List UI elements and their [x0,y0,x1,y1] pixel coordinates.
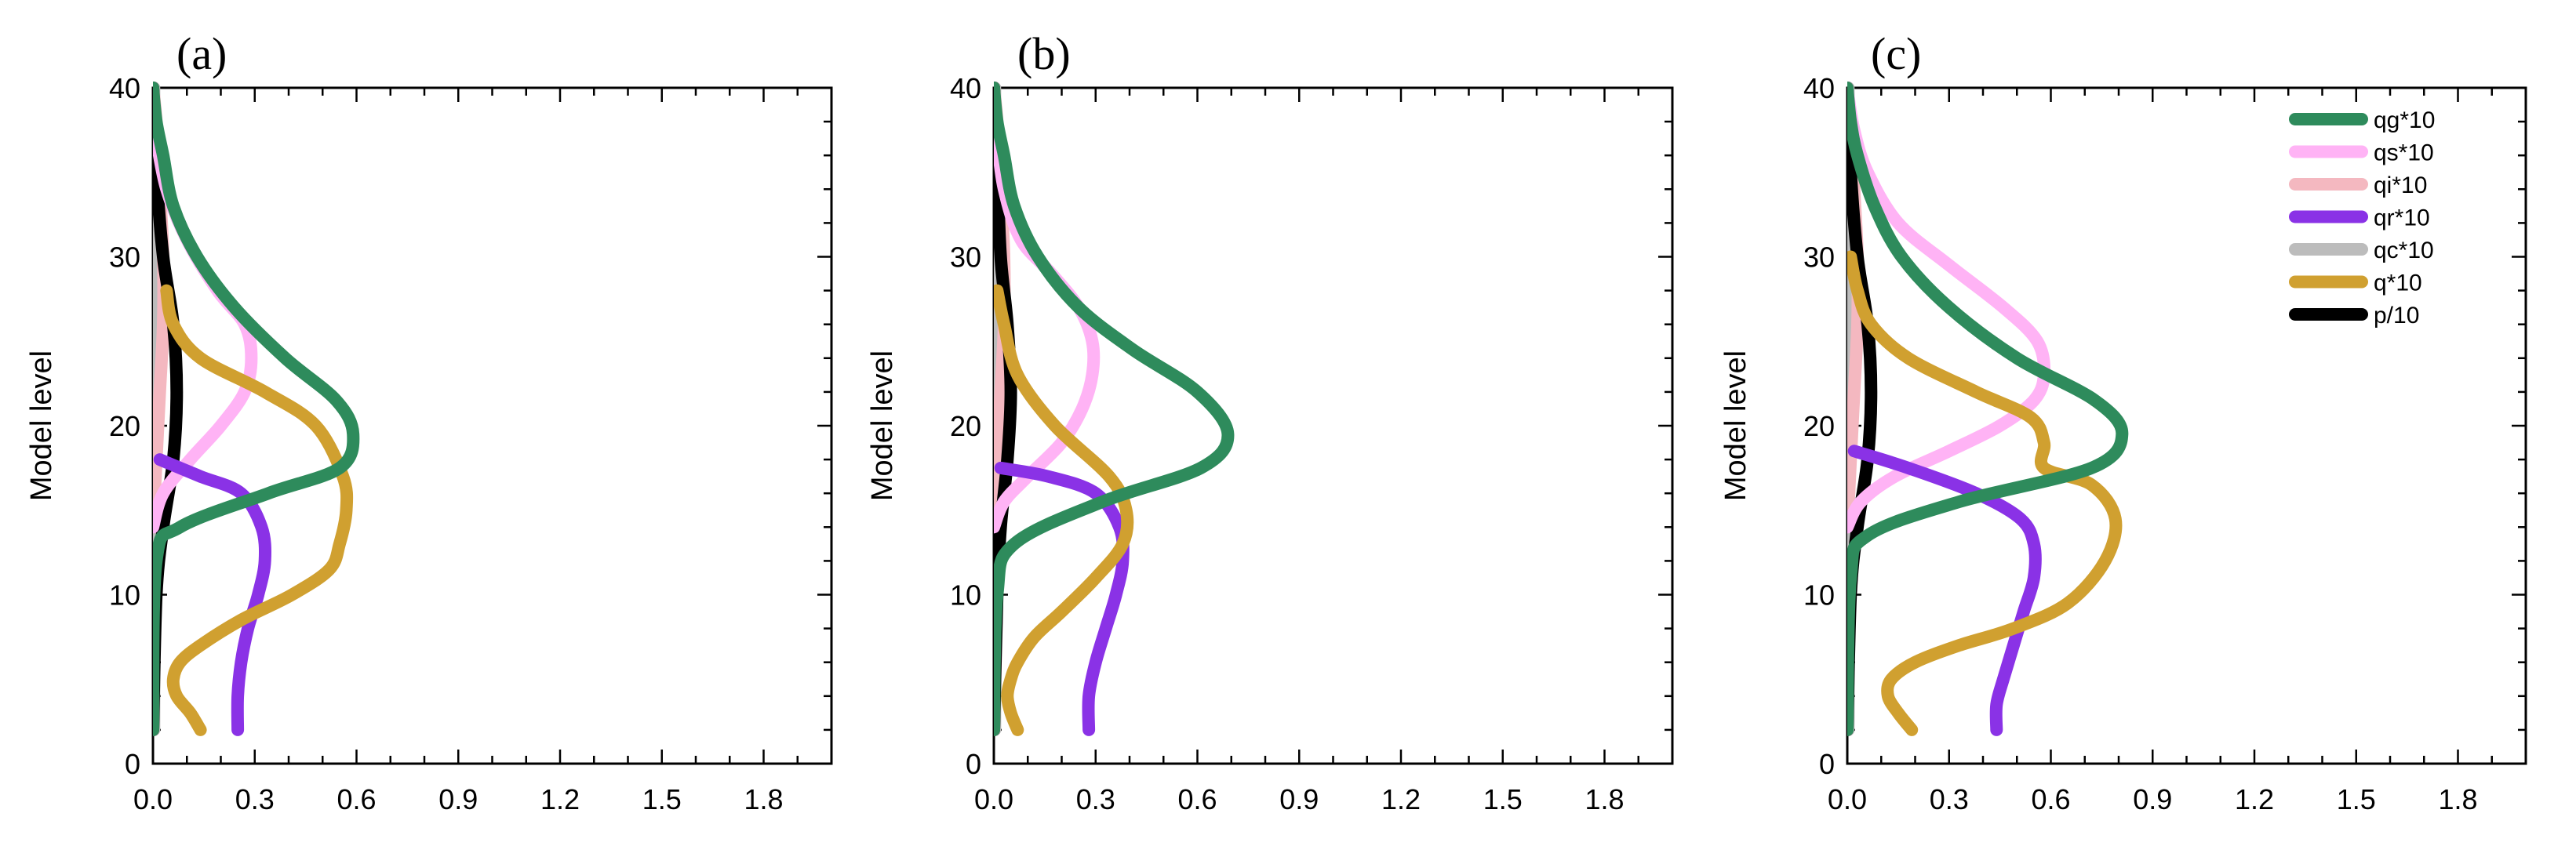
x-tick-label: 0.9 [1279,783,1319,815]
series-line-qg10 [1847,82,2129,736]
panel-label: (c) [1871,28,1921,79]
x-tick-label: 0.3 [1930,783,1969,815]
series-group [153,82,360,736]
x-tick-label: 1.5 [1483,783,1523,815]
x-tick-label: 0.6 [2031,783,2070,815]
legend-label: q*10 [2374,270,2422,296]
legend: qg*10 qs*10 qi*10 qr*10 qc*10 q*10 p/10 [2289,107,2435,329]
x-tick-label: 1.8 [1585,783,1624,815]
series-group [1847,82,2129,736]
y-axis-title: Model level [25,350,58,501]
x-tick-label: 0.9 [438,783,478,815]
series-line-qg10 [153,82,360,736]
series-line-q10 [160,284,354,736]
y-tick-label: 0 [1819,748,1835,780]
plot-frame [151,86,833,765]
panel-a: 0.0 0.3 0.6 0.9 1.2 1.5 1.8 0 10 20 30 40 Model leve… [25,28,833,815]
panels: 0.0 0.3 0.6 0.9 1.2 1.5 1.8 0 10 20 30 40 Model leve… [25,28,2527,815]
y-tick-label: 0 [966,748,981,780]
legend-label: qs*10 [2374,140,2434,166]
x-tick-label: 0.3 [1076,783,1115,815]
x-tick-label: 1.2 [1381,783,1421,815]
x-tick-label: 1.2 [2235,783,2274,815]
y-tick-label: 10 [109,579,140,612]
series-line-qr10 [153,453,272,736]
x-tick-label: 0.0 [974,783,1013,815]
panel-c: 0.0 0.3 0.6 0.9 1.2 1.5 1.8 0 10 20 30 40 Model leve… [1719,28,2527,815]
x-tick-label: 0.6 [337,783,376,815]
y-tick-label: 40 [950,72,981,104]
x-tick-label: 0.9 [2133,783,2172,815]
series-line-qg10 [994,82,1235,736]
x-tick-label: 0.6 [1177,783,1217,815]
x-tick-label: 1.5 [642,783,682,815]
y-tick-label: 40 [1803,72,1835,104]
panel-label: (a) [176,28,227,79]
panel-label: (b) [1017,28,1071,79]
y-tick-label: 20 [1803,410,1835,442]
y-tick-label: 40 [109,72,140,104]
series-line-q10 [1847,250,2123,736]
series-group [994,82,1235,736]
y-tick-label: 20 [109,410,140,442]
y-tick-label: 30 [950,241,981,274]
x-tick-label: 0.0 [1828,783,1867,815]
x-tick-label: 0.3 [235,783,275,815]
legend-label: qi*10 [2374,172,2427,198]
panel-b: 0.0 0.3 0.6 0.9 1.2 1.5 1.8 0 10 20 30 40 Model leve… [866,28,1674,815]
legend-label: qc*10 [2374,238,2434,263]
y-axis-title: Model level [1719,350,1752,501]
x-tick-label: 1.2 [540,783,580,815]
x-tick-label: 1.5 [2337,783,2376,815]
y-tick-label: 0 [125,748,140,780]
y-tick-label: 30 [109,241,140,274]
series-line-qr10 [1847,445,2042,736]
axis-ticks [151,86,833,765]
legend-label: qr*10 [2374,205,2430,231]
y-tick-label: 10 [1803,579,1835,612]
legend-label: p/10 [2374,303,2419,329]
y-tick-label: 10 [950,579,981,612]
series-line-qr10 [994,461,1130,736]
series-line-q10 [994,284,1134,736]
x-tick-label: 1.8 [744,783,783,815]
y-axis-title: Model level [866,350,899,501]
x-tick-label: 0.0 [133,783,173,815]
y-tick-label: 20 [950,410,981,442]
legend-label: qg*10 [2374,107,2435,133]
x-tick-label: 1.8 [2438,783,2477,815]
y-tick-label: 30 [1803,241,1835,274]
